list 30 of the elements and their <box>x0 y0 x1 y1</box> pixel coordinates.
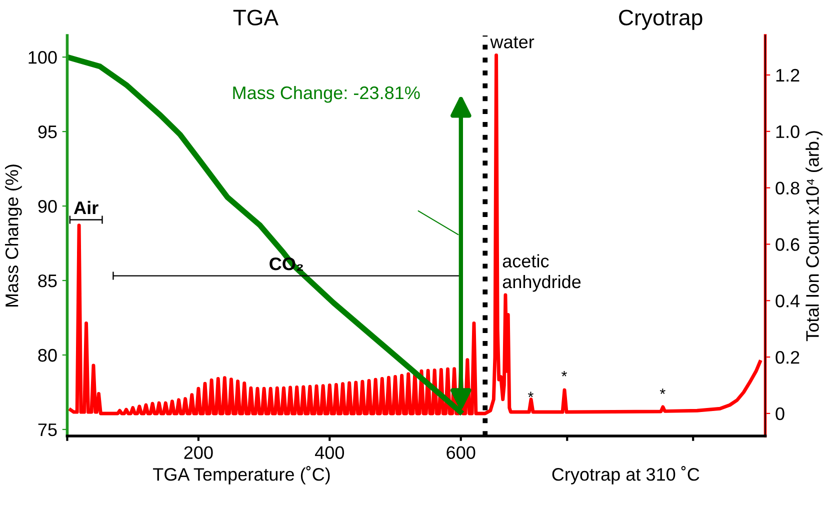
y-tick-label: 75 <box>38 424 57 436</box>
text: Cryotrap at 310 ˚C <box>552 466 700 484</box>
y2-tick-label: 0.6 <box>776 238 800 251</box>
annotation: water <box>490 36 534 48</box>
annotation: acetic anhydride <box>502 254 581 292</box>
y2-tick-label: 0.2 <box>776 350 800 364</box>
annotation: * <box>528 392 534 398</box>
y2-tick-label: 0.4 <box>776 294 800 308</box>
annotation: Mass Change: -23.81% <box>233 86 420 103</box>
y2-tick-label: 1.2 <box>776 68 800 82</box>
y-tick-label: 80 <box>38 348 57 362</box>
y2-axis-title: Total Ion Count x10⁴ (arb.) <box>806 131 822 342</box>
text: TGA <box>233 10 278 26</box>
y2-tick-label: 0 <box>776 407 784 420</box>
y-axis-title: Mass Change (%) <box>5 164 22 307</box>
annotation: * <box>660 388 666 394</box>
annotation: Air <box>74 200 98 214</box>
text: Cryotrap <box>619 10 702 30</box>
y2-tick-label: 1.0 <box>776 125 800 138</box>
x-tick-label: 400 <box>315 446 344 460</box>
y2-tick-label: 0.8 <box>776 182 800 195</box>
y-tick-label: 85 <box>38 274 57 288</box>
y-tick-label: 100 <box>28 51 57 64</box>
annotation: * <box>562 370 567 376</box>
x-tick-label: 600 <box>446 446 476 460</box>
y-tick-label: 95 <box>38 126 57 138</box>
x-axis-title: TGA Temperature (˚C) <box>153 466 330 484</box>
line-series <box>68 54 762 416</box>
y-tick-label: 90 <box>38 200 57 213</box>
x-tick-label: 200 <box>184 446 213 460</box>
